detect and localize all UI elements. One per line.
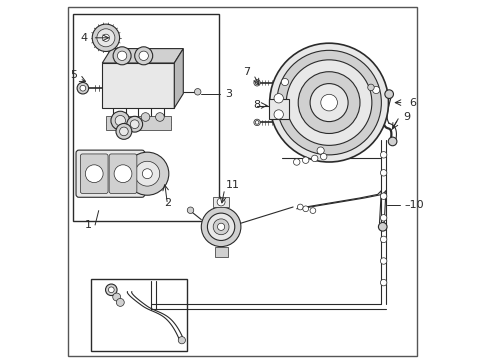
Circle shape — [139, 51, 148, 60]
Circle shape — [187, 207, 193, 213]
Circle shape — [311, 155, 317, 162]
Circle shape — [113, 293, 121, 301]
Circle shape — [213, 219, 228, 235]
Circle shape — [273, 94, 283, 103]
Circle shape — [126, 116, 142, 132]
Circle shape — [120, 127, 128, 136]
Circle shape — [380, 215, 386, 221]
Circle shape — [309, 208, 315, 213]
Circle shape — [116, 123, 132, 139]
Circle shape — [380, 170, 386, 176]
Circle shape — [217, 223, 224, 230]
Circle shape — [253, 119, 260, 126]
Text: 1: 1 — [84, 220, 91, 230]
Circle shape — [384, 90, 393, 99]
Circle shape — [117, 51, 126, 60]
Circle shape — [134, 47, 152, 65]
Circle shape — [130, 120, 139, 129]
Circle shape — [102, 34, 109, 41]
Text: 8: 8 — [253, 100, 260, 111]
Circle shape — [108, 287, 114, 293]
Text: 5: 5 — [70, 69, 77, 80]
Circle shape — [302, 206, 308, 212]
Bar — [213, 197, 228, 207]
Circle shape — [114, 165, 132, 183]
Circle shape — [297, 204, 303, 210]
Bar — [268, 99, 288, 119]
Circle shape — [217, 198, 224, 206]
Circle shape — [378, 222, 386, 231]
Circle shape — [380, 152, 386, 158]
Circle shape — [320, 153, 326, 160]
Circle shape — [255, 81, 258, 85]
Text: 9: 9 — [402, 112, 409, 122]
Circle shape — [125, 152, 168, 195]
Circle shape — [255, 121, 258, 124]
Circle shape — [141, 113, 149, 121]
Circle shape — [281, 78, 288, 86]
Circle shape — [113, 47, 131, 65]
Circle shape — [116, 298, 124, 306]
Circle shape — [97, 29, 115, 47]
Text: 7: 7 — [242, 67, 249, 77]
Circle shape — [77, 82, 88, 94]
Circle shape — [80, 85, 85, 91]
Circle shape — [320, 94, 337, 111]
Circle shape — [135, 161, 160, 186]
Circle shape — [316, 147, 324, 154]
Text: –10: –10 — [404, 200, 424, 210]
Circle shape — [302, 157, 308, 163]
Text: 2: 2 — [164, 198, 171, 208]
Bar — [102, 63, 174, 108]
Bar — [214, 247, 227, 257]
Circle shape — [276, 50, 381, 155]
Circle shape — [380, 258, 386, 264]
Bar — [106, 116, 170, 130]
Circle shape — [105, 284, 117, 296]
Text: 6: 6 — [408, 98, 415, 108]
FancyBboxPatch shape — [80, 154, 108, 193]
Text: 3: 3 — [224, 89, 231, 99]
Circle shape — [387, 137, 396, 146]
Circle shape — [201, 207, 241, 247]
FancyBboxPatch shape — [76, 150, 144, 197]
Circle shape — [85, 165, 103, 183]
Circle shape — [111, 111, 129, 130]
Circle shape — [155, 113, 164, 121]
Bar — [73, 14, 219, 221]
Polygon shape — [102, 49, 183, 63]
Polygon shape — [174, 49, 183, 108]
Circle shape — [142, 169, 152, 179]
Text: 11: 11 — [225, 180, 240, 190]
Circle shape — [194, 89, 201, 95]
Circle shape — [367, 84, 373, 91]
Circle shape — [115, 116, 125, 126]
Circle shape — [293, 159, 299, 165]
Text: 4: 4 — [80, 33, 87, 43]
Circle shape — [178, 337, 185, 344]
Circle shape — [269, 43, 387, 162]
Circle shape — [253, 80, 260, 86]
Circle shape — [298, 72, 359, 134]
FancyBboxPatch shape — [109, 154, 137, 193]
Bar — [91, 279, 186, 351]
Circle shape — [207, 213, 234, 240]
Circle shape — [372, 86, 379, 94]
Circle shape — [380, 279, 386, 286]
Circle shape — [286, 60, 371, 145]
Circle shape — [380, 236, 386, 243]
Circle shape — [380, 193, 386, 199]
Circle shape — [273, 110, 283, 119]
Circle shape — [309, 84, 347, 122]
Circle shape — [92, 24, 120, 51]
